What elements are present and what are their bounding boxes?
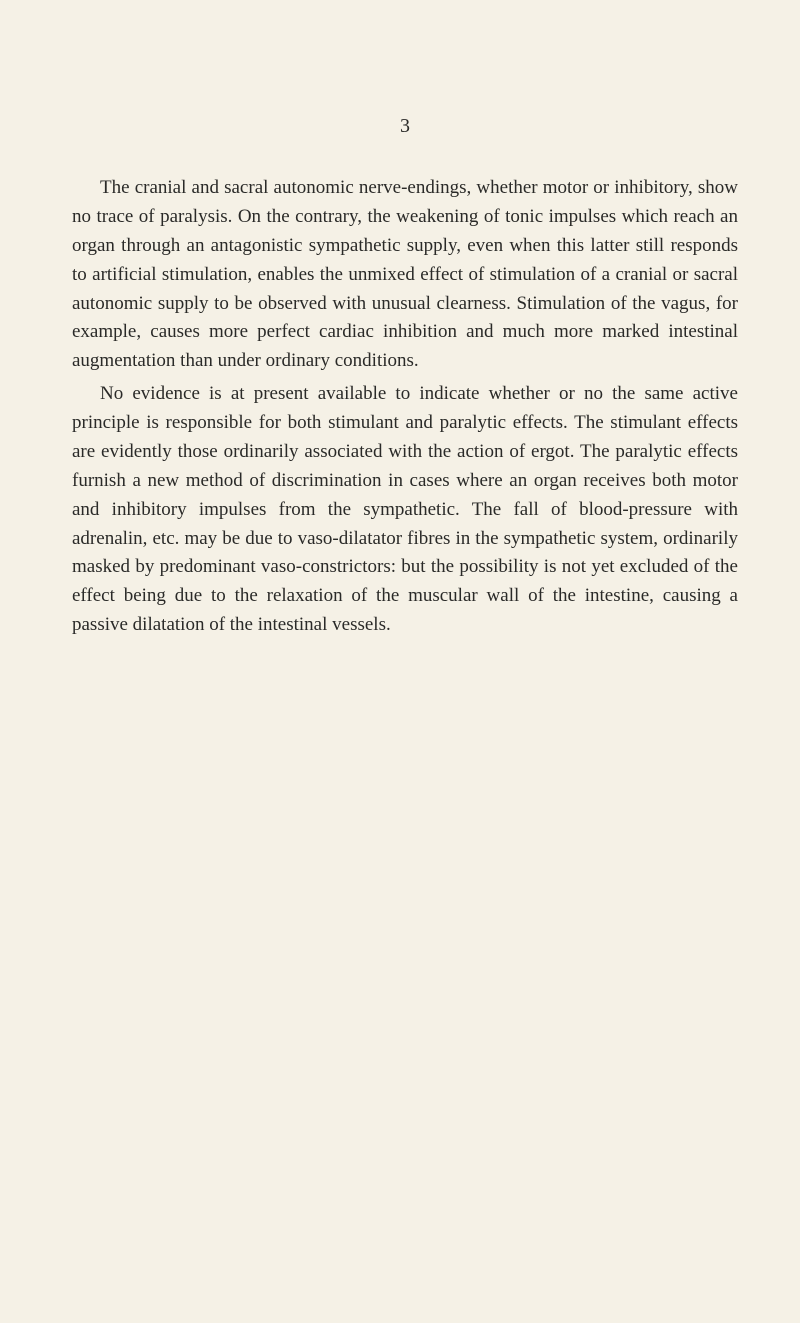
paragraph-2: No evidence is at present available to i… xyxy=(72,380,738,640)
page-number: 3 xyxy=(72,115,738,138)
paragraph-1: The cranial and sacral autonomic nerve-e… xyxy=(72,174,738,376)
document-page: 3 The cranial and sacral autonomic nerve… xyxy=(0,0,800,704)
